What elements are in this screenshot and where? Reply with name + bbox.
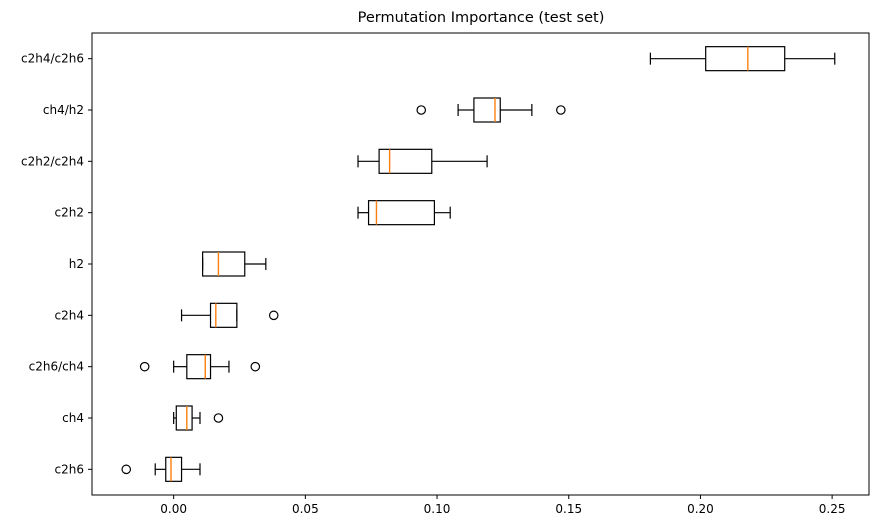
iqr-box [473,97,501,123]
iqr-box [367,200,436,226]
y-tick-label: c2h2/c2h4 [21,154,84,168]
box-c2h6: c2h6 [55,456,201,482]
plot-area: c2h4/c2h6 ch4/h2 c2h2/c2h4 c2h2 h2 c2h4 c2h6/c… [21,46,846,516]
x-tick-label: 0.25 [819,502,846,516]
flier-point [268,310,279,321]
iqr-box [209,302,238,328]
y-tick-label: ch4/h2 [43,103,84,117]
iqr-box [175,405,193,431]
x-tick-label: 0.00 [160,502,187,516]
y-tick-label: c2h2 [55,206,84,220]
box-ch4: ch4 [62,405,224,431]
iqr-box [186,354,212,380]
flier-point [121,464,132,475]
iqr-box [378,148,433,174]
y-tick-label: h2 [69,257,84,271]
flier-point [213,413,224,423]
x-tick-label: 0.20 [687,502,714,516]
iqr-box [705,46,786,72]
flier-point [556,105,566,115]
flier-point [416,105,427,115]
y-tick-label: ch4 [62,411,84,425]
x-tick-label: 0.05 [292,502,319,516]
box-c2h2: c2h2 [55,200,451,226]
box-c2h4-c2h6: c2h4/c2h6 [21,46,836,72]
box-c2h2-c2h4: c2h2/c2h4 [21,148,488,174]
y-tick-label: c2h4 [55,308,84,322]
box-ch4-h2: ch4/h2 [43,97,566,123]
box-h2: h2 [69,251,267,277]
axes-frame [91,32,870,496]
chart-title: Permutation Importance (test set) [358,10,605,26]
box-c2h6-ch4: c2h6/ch4 [29,354,261,380]
y-tick-label: c2h6 [55,462,84,476]
iqr-box [165,456,183,482]
x-tick-label: 0.15 [555,502,582,516]
flier-point [250,361,261,372]
x-tick-label: 0.10 [424,502,451,516]
iqr-box [202,251,246,277]
y-tick-label: c2h4/c2h6 [21,52,84,66]
flier-point [139,361,150,372]
box-c2h4: c2h4 [55,302,279,328]
y-tick-label: c2h6/ch4 [29,360,84,374]
